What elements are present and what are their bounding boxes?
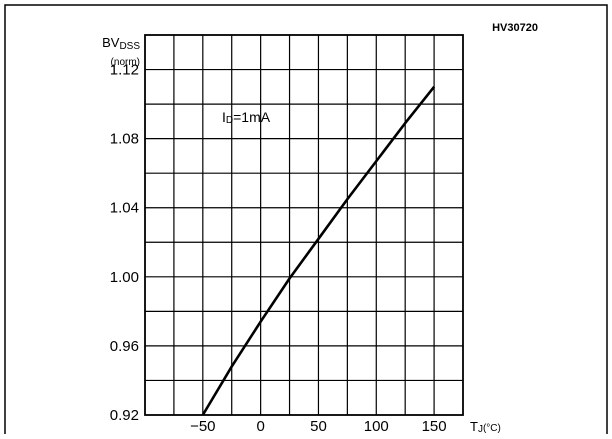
x-tick-label: 100 [364, 418, 389, 434]
x-axis-label: TJ(°C) [470, 419, 501, 434]
x-tick-label: 50 [310, 418, 327, 434]
x-tick-label: 150 [422, 418, 447, 434]
y-tick-label: 0.92 [110, 407, 139, 424]
x-axis-label-unit: (°C) [483, 423, 501, 434]
y-tick-label: 1.00 [110, 269, 139, 286]
y-axis-unit: (norm) [111, 57, 140, 68]
y-axis-label-main: BV [102, 35, 120, 50]
y-axis-label-sub: DSS [119, 41, 140, 52]
series-layer [201, 85, 436, 416]
x-tick-label: 0 [256, 418, 264, 434]
y-tick-label: 1.08 [110, 131, 139, 148]
reference-code: HV30720 [492, 22, 538, 34]
series-line [201, 85, 436, 416]
annotation-sub: D [226, 115, 233, 126]
y-tick-label: 1.04 [110, 200, 139, 217]
y-tick-label: 0.96 [110, 338, 139, 355]
x-tick-label: −50 [190, 418, 215, 434]
y-tick-labels: 0.92 0.96 1.00 1.04 1.08 1.12 [110, 62, 139, 424]
x-tick-labels: −50 0 50 100 150 [190, 418, 447, 435]
x-axis-label-sub: J [478, 424, 483, 434]
annotation-main: I [222, 109, 226, 125]
y-tick-label: 1.12 [110, 62, 139, 79]
y-axis-label: BVDSS [102, 35, 140, 52]
condition-annotation: ID=1mA [222, 109, 271, 126]
annotation-rest: =1mA [233, 109, 271, 125]
grid-lines [145, 35, 463, 415]
plot-border [144, 34, 464, 416]
x-axis-label-main: T [470, 419, 478, 434]
